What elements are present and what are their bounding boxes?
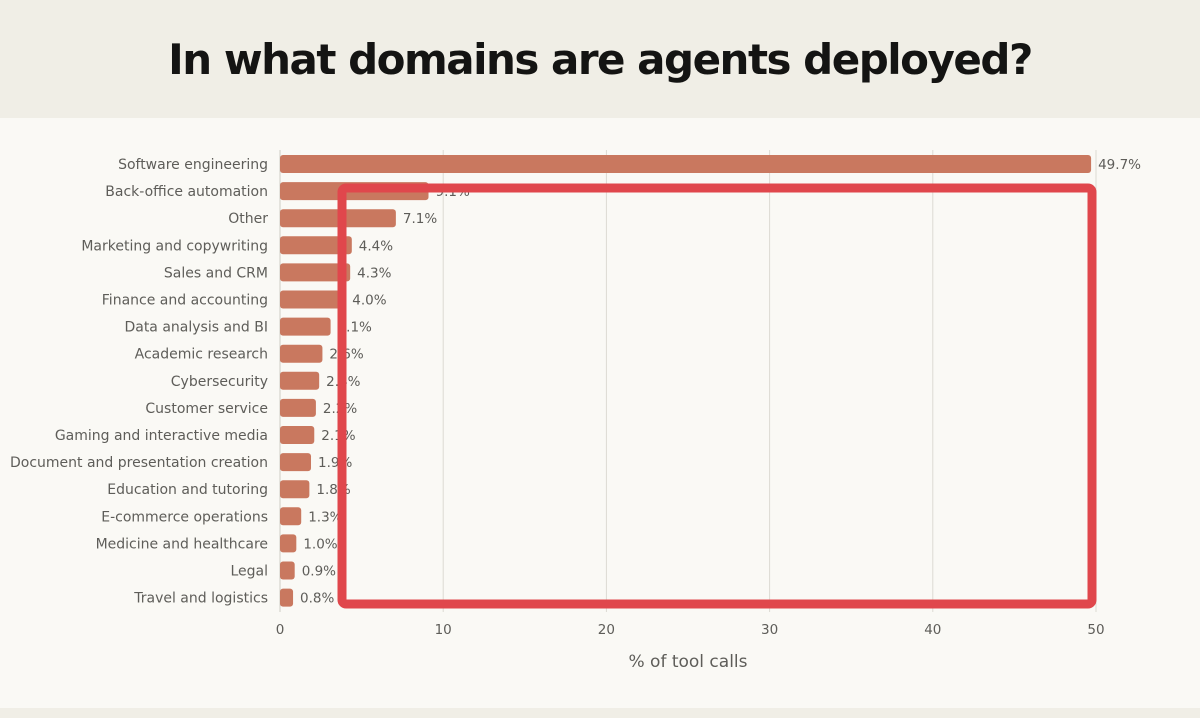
bar (280, 398, 316, 417)
value-label: 4.4% (359, 238, 393, 254)
category-label: Travel and logistics (133, 591, 268, 607)
bar (280, 317, 331, 336)
value-label: 1.0% (303, 536, 337, 552)
bar (280, 561, 295, 580)
bar (280, 290, 346, 309)
category-label: Data analysis and BI (124, 320, 268, 336)
value-label: 1.3% (308, 509, 342, 525)
x-tick-label: 0 (276, 622, 285, 638)
value-label: 1.9% (318, 455, 352, 471)
bar (280, 453, 312, 472)
bar (280, 155, 1092, 173)
highlight-rectangle (337, 183, 1097, 609)
bar (280, 236, 352, 255)
bar (280, 344, 323, 363)
category-label: Legal (230, 564, 268, 580)
value-label: 49.7% (1098, 157, 1141, 173)
category-label: Marketing and copywriting (81, 238, 268, 254)
x-tick-label: 50 (1087, 622, 1104, 638)
footer-band (0, 708, 1200, 718)
value-label: 2.6% (329, 347, 363, 363)
bar (280, 371, 320, 390)
bar (280, 426, 315, 444)
x-axis-label: % of tool calls (628, 652, 747, 672)
category-label: Medicine and healthcare (96, 536, 268, 552)
bar (280, 588, 294, 607)
value-label: 0.9% (302, 564, 336, 580)
category-label: Customer service (145, 401, 268, 417)
bar (280, 263, 351, 282)
bar (280, 534, 297, 553)
category-label: Education and tutoring (107, 482, 268, 498)
category-label: Academic research (135, 347, 268, 363)
x-tick-label: 30 (761, 622, 778, 638)
chart-header: In what domains are agents deployed? (0, 0, 1200, 118)
category-label: Finance and accounting (102, 293, 268, 309)
category-label: Software engineering (118, 157, 268, 173)
bar (280, 507, 302, 526)
bar (280, 480, 310, 499)
value-label: 4.0% (352, 293, 386, 309)
category-label: Other (228, 211, 268, 227)
category-label: Gaming and interactive media (55, 428, 268, 444)
category-label: Cybersecurity (171, 374, 268, 390)
category-label: Document and presentation creation (10, 455, 268, 471)
category-label: Back-office automation (105, 184, 268, 200)
chart-title: In what domains are agents deployed? (168, 34, 1033, 84)
category-label: E-commerce operations (101, 509, 268, 525)
x-tick-label: 20 (598, 622, 615, 638)
x-tick-label: 40 (924, 622, 941, 638)
value-label: 0.8% (300, 591, 334, 607)
x-tick-label: 10 (435, 622, 452, 638)
value-label: 7.1% (403, 211, 437, 227)
value-label: 4.3% (357, 265, 391, 281)
category-label: Sales and CRM (164, 265, 268, 281)
